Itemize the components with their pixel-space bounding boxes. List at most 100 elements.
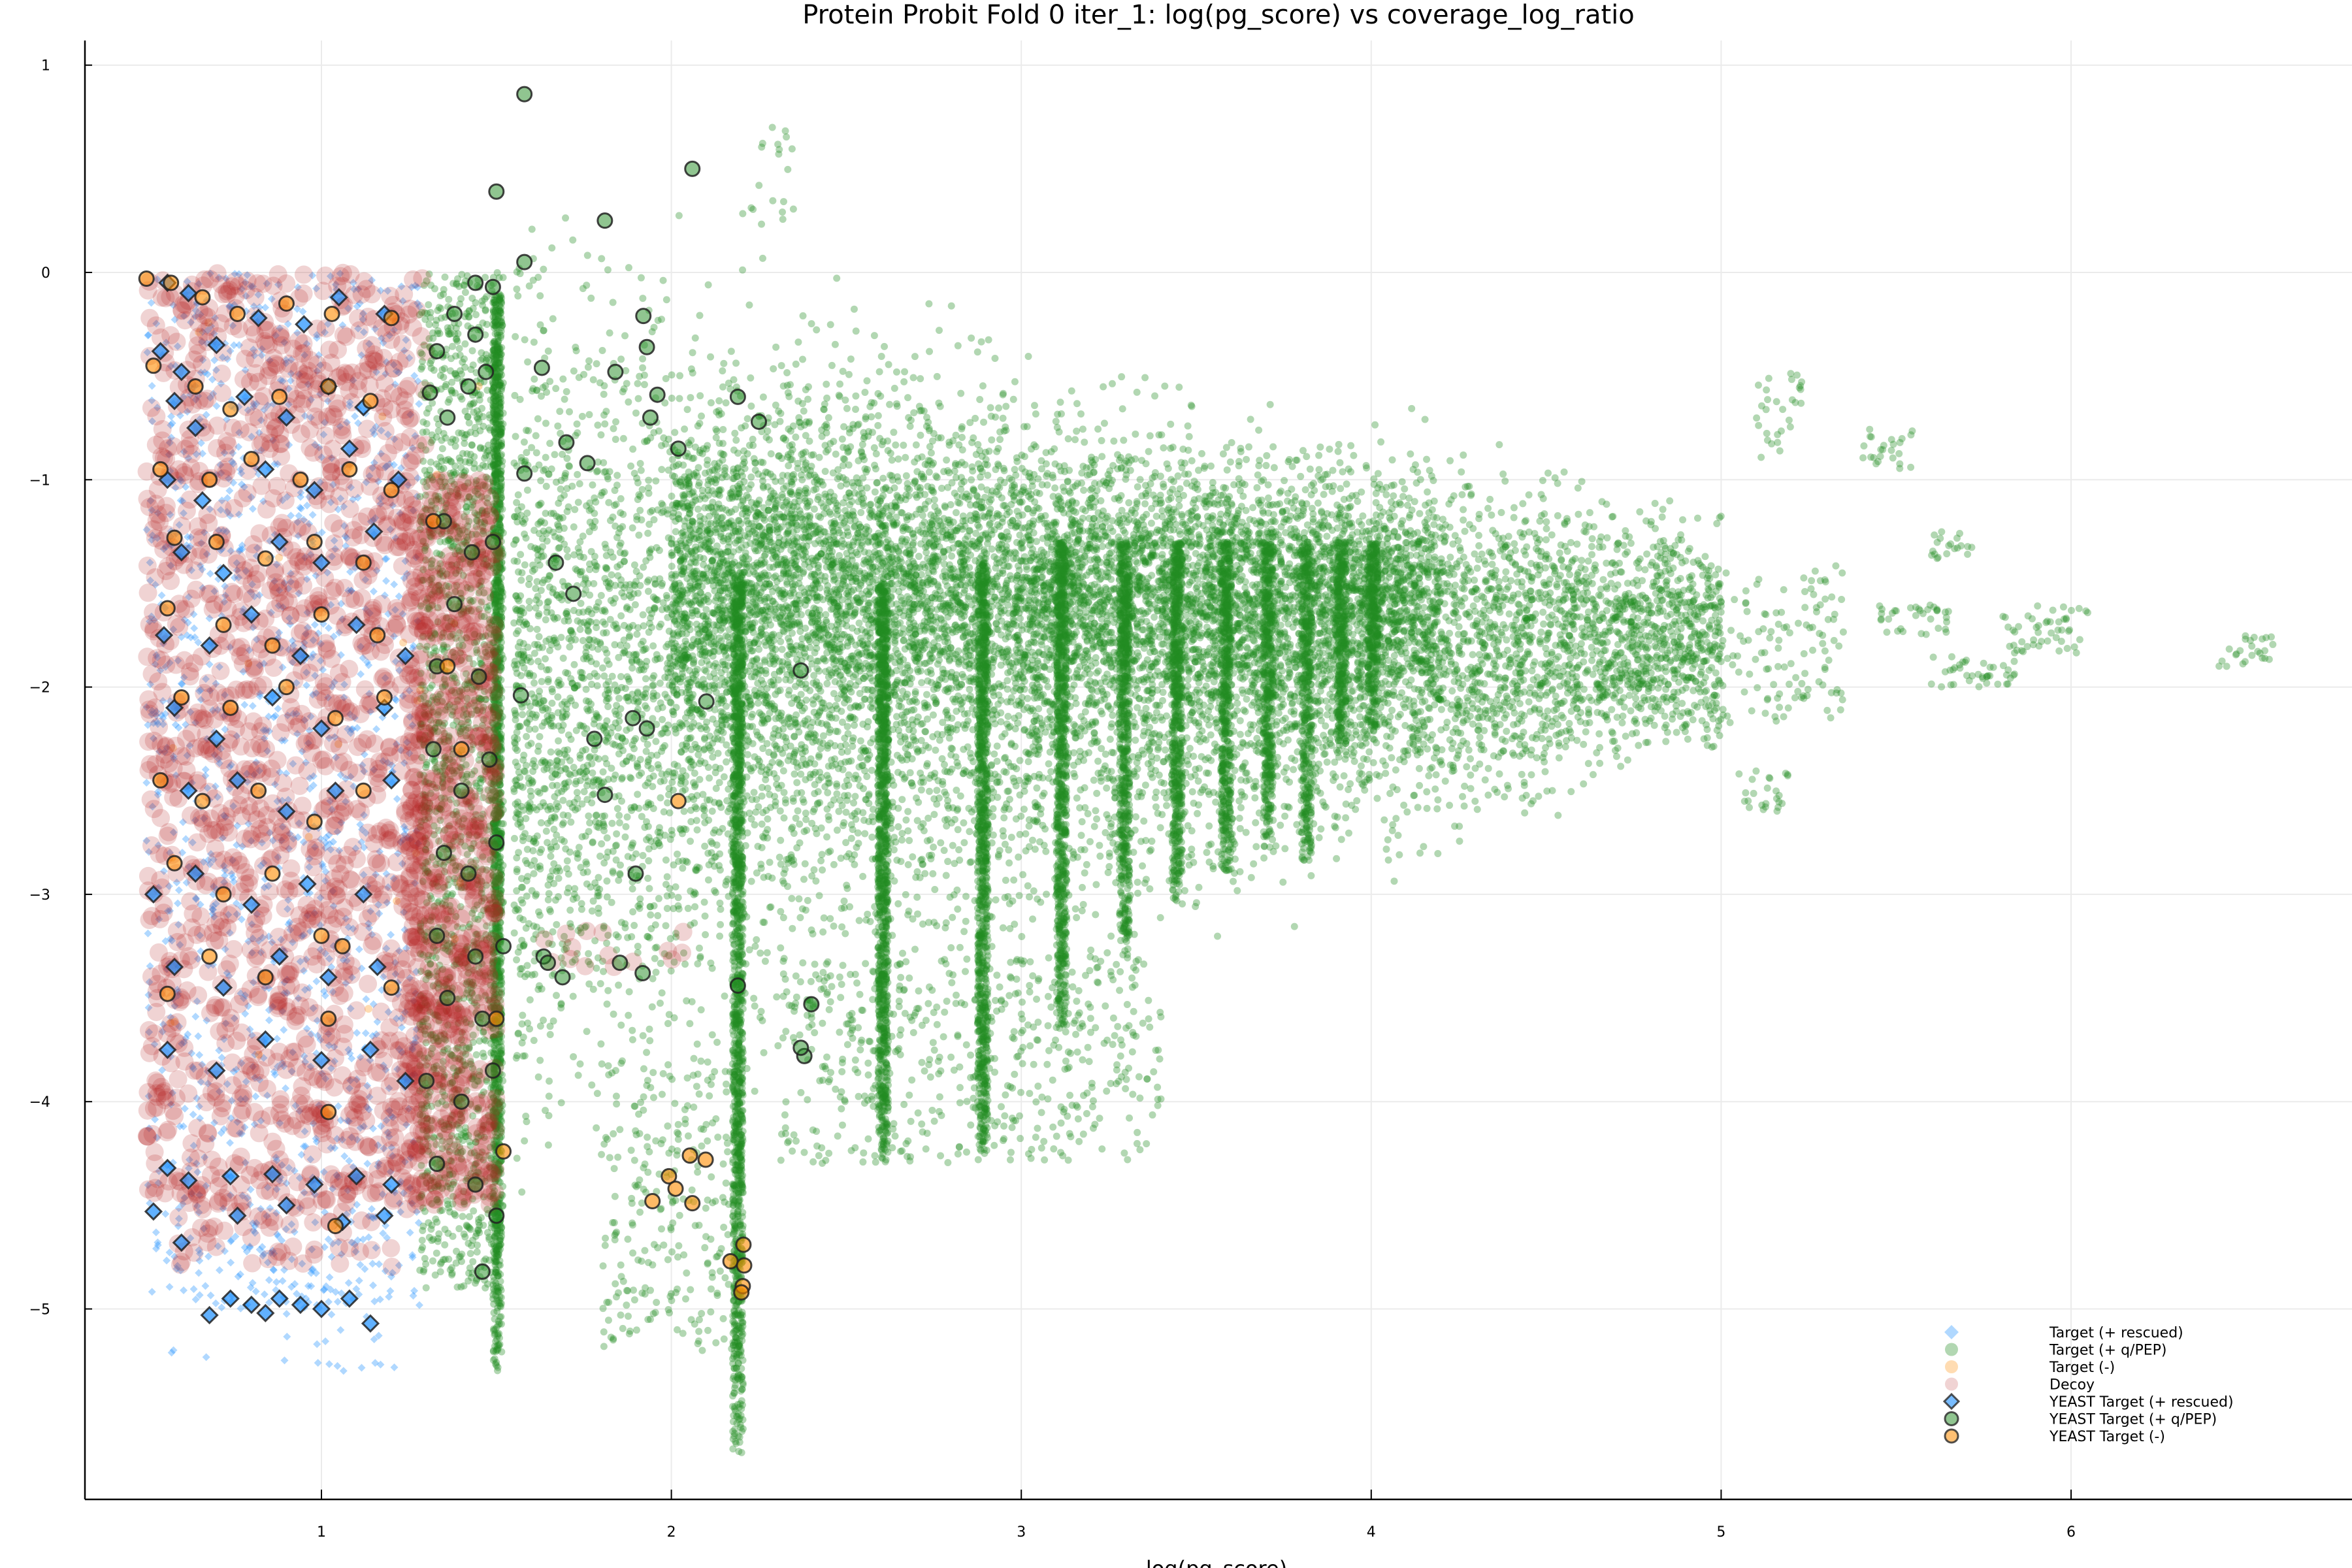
data-point — [218, 496, 226, 504]
data-point — [433, 433, 440, 441]
data-point — [259, 726, 268, 734]
data-point — [711, 889, 719, 896]
data-point — [167, 421, 175, 429]
data-point — [206, 570, 214, 578]
data-point — [319, 666, 327, 674]
data-point — [142, 779, 151, 787]
data-point — [491, 457, 499, 465]
data-point — [372, 368, 381, 376]
data-point — [206, 1291, 215, 1299]
data-point — [220, 1125, 228, 1134]
data-point — [477, 1214, 485, 1222]
data-point — [409, 506, 417, 515]
data-point — [149, 734, 157, 743]
data-point — [469, 304, 477, 312]
data-point — [325, 840, 334, 848]
data-point — [400, 823, 408, 831]
data-point — [320, 1285, 329, 1294]
data-point — [412, 553, 420, 562]
data-point — [497, 441, 504, 449]
data-point — [490, 1309, 498, 1316]
data-point — [355, 945, 363, 954]
data-point — [288, 658, 297, 666]
data-point — [315, 444, 323, 452]
data-point — [215, 662, 223, 671]
data-point — [468, 1241, 476, 1249]
data-point — [338, 321, 347, 329]
data-point — [334, 505, 342, 514]
data-point — [388, 1152, 397, 1160]
data-point — [183, 751, 191, 760]
data-point — [321, 418, 329, 427]
data-point — [218, 1303, 226, 1312]
data-point — [263, 1258, 272, 1267]
data-point — [354, 324, 363, 333]
data-point — [329, 988, 337, 996]
data-point — [419, 1222, 427, 1230]
data-point — [327, 1144, 335, 1152]
data-point — [382, 577, 391, 585]
data-point — [391, 712, 399, 721]
data-point — [372, 725, 381, 733]
data-point — [265, 828, 274, 837]
data-point — [414, 617, 422, 625]
data-point — [686, 1020, 694, 1028]
data-point — [250, 593, 259, 601]
data-point — [476, 465, 483, 472]
data-point — [316, 1036, 325, 1044]
data-point — [229, 321, 237, 330]
data-point — [165, 1282, 174, 1291]
data-point — [466, 1224, 474, 1232]
data-point — [235, 429, 244, 437]
data-point — [299, 931, 308, 939]
data-point — [256, 689, 265, 698]
data-point — [345, 1156, 353, 1165]
data-point — [361, 1265, 369, 1273]
data-point — [174, 1204, 183, 1213]
data-point — [260, 1290, 269, 1299]
data-point — [393, 794, 401, 803]
data-point — [406, 1184, 414, 1192]
data-point — [301, 412, 309, 420]
data-point — [302, 681, 311, 689]
data-point — [167, 1100, 175, 1109]
data-point — [277, 836, 286, 845]
data-point — [391, 694, 399, 703]
data-point — [142, 836, 151, 845]
data-point — [313, 1340, 321, 1348]
data-point — [336, 422, 344, 431]
data-point — [629, 445, 637, 453]
data-point — [180, 1286, 188, 1294]
data-point — [495, 1283, 502, 1291]
data-point — [259, 858, 268, 867]
data-point — [306, 774, 314, 782]
data-point — [464, 413, 472, 421]
data-point — [296, 504, 304, 512]
data-point — [342, 418, 351, 427]
data-point — [268, 938, 276, 947]
data-point — [461, 340, 469, 348]
data-point — [385, 1292, 393, 1301]
data-point — [215, 759, 223, 768]
data-point — [257, 948, 265, 956]
data-point — [220, 811, 228, 820]
data-point — [195, 1269, 203, 1277]
data-point — [433, 1249, 440, 1257]
data-point — [249, 403, 257, 412]
data-point — [146, 962, 154, 970]
data-point — [190, 624, 199, 632]
data-point — [457, 1258, 465, 1266]
data-point — [401, 825, 410, 834]
data-point — [244, 937, 253, 945]
data-point — [494, 331, 502, 339]
data-point — [227, 1258, 235, 1267]
data-point — [411, 432, 419, 440]
data-point — [283, 988, 291, 997]
data-point — [362, 995, 370, 1004]
data-point — [469, 1258, 477, 1266]
data-point — [319, 1168, 328, 1176]
data-point — [496, 521, 504, 529]
data-point — [417, 365, 425, 373]
data-point — [163, 1256, 171, 1265]
